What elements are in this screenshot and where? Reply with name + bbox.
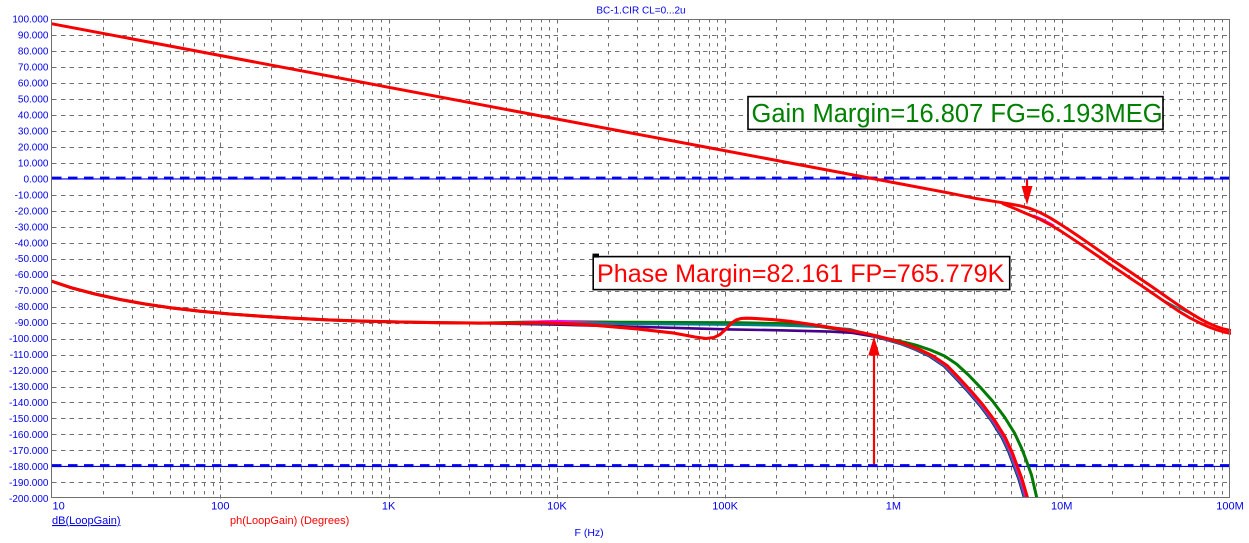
svg-text:-180.000: -180.000 (9, 462, 49, 473)
svg-text:-190.000: -190.000 (9, 478, 49, 489)
svg-text:F (Hz): F (Hz) (575, 527, 604, 539)
svg-text:1M: 1M (886, 501, 901, 513)
svg-text:BC-1.CIR CL=0...2u: BC-1.CIR CL=0...2u (596, 6, 685, 17)
svg-text:100: 100 (211, 501, 229, 513)
svg-text:1K: 1K (382, 501, 396, 513)
svg-text:-60.000: -60.000 (15, 270, 49, 281)
svg-text:Phase Margin=82.161 FP=765.779: Phase Margin=82.161 FP=765.779K (597, 260, 1005, 288)
svg-text:-170.000: -170.000 (9, 446, 49, 457)
svg-text:ph(LoopGain) (Degrees): ph(LoopGain) (Degrees) (230, 515, 349, 527)
svg-text:-10.000: -10.000 (15, 190, 49, 201)
svg-text:-160.000: -160.000 (9, 430, 49, 441)
svg-text:-200.000: -200.000 (9, 494, 49, 505)
svg-text:100M: 100M (1216, 501, 1244, 513)
svg-text:20.000: 20.000 (18, 143, 49, 154)
svg-text:30.000: 30.000 (18, 127, 49, 138)
svg-text:70.000: 70.000 (18, 63, 49, 74)
svg-text:60.000: 60.000 (18, 79, 49, 90)
svg-text:-120.000: -120.000 (9, 366, 49, 377)
svg-text:-110.000: -110.000 (10, 350, 49, 361)
svg-text:100.000: 100.000 (12, 15, 49, 26)
svg-text:Gain Margin=16.807 FG=6.193MEG: Gain Margin=16.807 FG=6.193MEG (752, 100, 1163, 128)
svg-text:-70.000: -70.000 (15, 286, 49, 297)
svg-text:0.000: 0.000 (23, 174, 48, 185)
svg-text:100K: 100K (712, 501, 738, 513)
svg-text:dB(LoopGain): dB(LoopGain) (52, 515, 121, 527)
svg-text:50.000: 50.000 (18, 95, 49, 106)
svg-text:80.000: 80.000 (18, 47, 49, 58)
svg-text:-100.000: -100.000 (9, 334, 49, 345)
svg-text:-30.000: -30.000 (15, 222, 49, 233)
svg-text:-150.000: -150.000 (9, 414, 49, 425)
svg-text:10K: 10K (547, 501, 567, 513)
svg-text:10: 10 (53, 501, 65, 513)
svg-text:-130.000: -130.000 (9, 382, 49, 393)
svg-text:-50.000: -50.000 (15, 254, 49, 265)
svg-text:-90.000: -90.000 (15, 318, 49, 329)
svg-text:10M: 10M (1051, 501, 1072, 513)
svg-text:-140.000: -140.000 (9, 398, 49, 409)
svg-text:10.000: 10.000 (18, 158, 49, 169)
svg-text:40.000: 40.000 (18, 111, 49, 122)
svg-text:-40.000: -40.000 (15, 238, 49, 249)
svg-text:-20.000: -20.000 (15, 206, 49, 217)
svg-text:90.000: 90.000 (18, 31, 49, 42)
svg-text:-80.000: -80.000 (15, 302, 49, 313)
